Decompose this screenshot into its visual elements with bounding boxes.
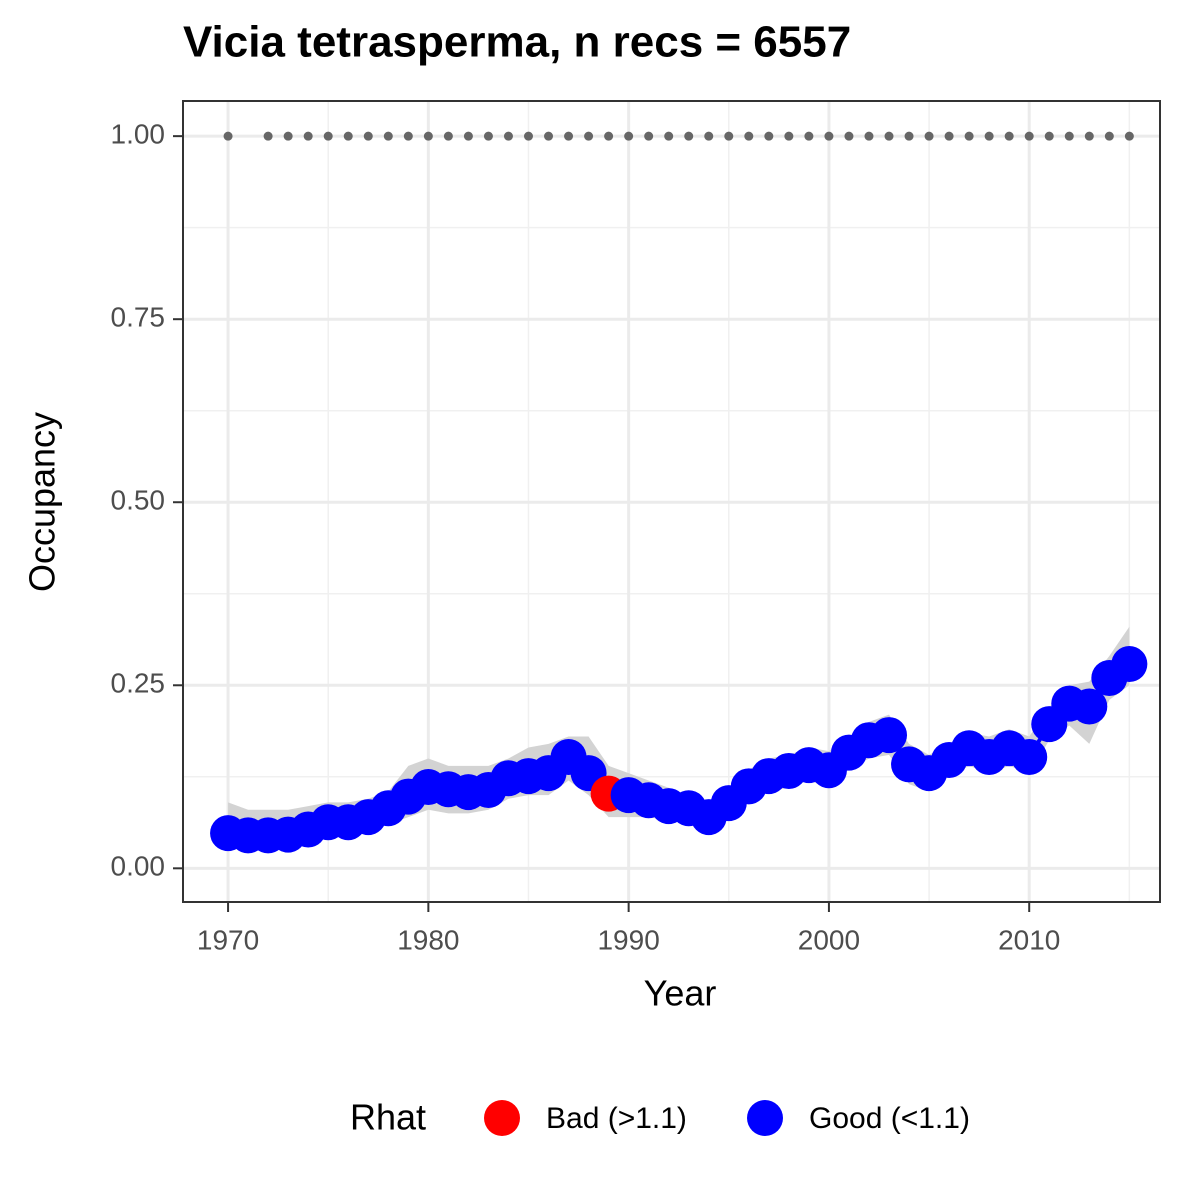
y-tick-label: 0.25 — [111, 668, 166, 699]
record-dot — [443, 131, 453, 141]
record-dot — [1024, 131, 1034, 141]
record-dot — [383, 131, 393, 141]
record-dot — [744, 131, 754, 141]
record-dot — [724, 131, 734, 141]
record-dot — [644, 131, 654, 141]
record-dot — [764, 131, 774, 141]
record-dot — [1084, 131, 1094, 141]
record-dot — [1044, 131, 1054, 141]
record-dot — [1064, 131, 1074, 141]
record-dot — [263, 131, 273, 141]
record-dot — [804, 131, 814, 141]
record-dot — [423, 131, 433, 141]
record-dot — [844, 131, 854, 141]
legend-swatch — [747, 1100, 783, 1136]
record-dot — [704, 131, 714, 141]
record-dot — [503, 131, 513, 141]
record-dot — [584, 131, 594, 141]
record-dot — [463, 131, 473, 141]
record-dot — [223, 131, 233, 141]
point — [1111, 646, 1148, 683]
point — [871, 717, 908, 754]
record-dot — [303, 131, 313, 141]
y-axis-label: Occupancy — [22, 412, 63, 592]
record-dot — [1104, 131, 1114, 141]
record-dot — [924, 131, 934, 141]
record-dot — [564, 131, 574, 141]
record-dot — [664, 131, 674, 141]
x-tick-label: 2000 — [798, 924, 860, 955]
chart-title: Vicia tetrasperma, n recs = 6557 — [183, 18, 851, 67]
record-dot — [904, 131, 914, 141]
record-dot — [523, 131, 533, 141]
record-dot — [323, 131, 333, 141]
record-dot — [363, 131, 373, 141]
record-dot — [884, 131, 894, 141]
record-dot — [343, 131, 353, 141]
x-tick-label: 1970 — [197, 924, 259, 955]
legend-title: Rhat — [350, 1097, 426, 1138]
x-tick-label: 1980 — [397, 924, 459, 955]
point — [1011, 739, 1048, 776]
record-dot — [984, 131, 994, 141]
record-dot — [824, 131, 834, 141]
x-axis-label: Year — [644, 973, 717, 1014]
plot-border — [182, 100, 1161, 903]
record-dot — [544, 131, 554, 141]
record-dot — [403, 131, 413, 141]
legend-label: Bad (>1.1) — [546, 1102, 687, 1135]
y-tick-label: 0.50 — [111, 485, 166, 516]
y-tick-label: 1.00 — [111, 119, 166, 150]
record-dot — [1124, 131, 1134, 141]
record-dot — [964, 131, 974, 141]
point — [1071, 688, 1108, 725]
record-dot — [624, 131, 634, 141]
record-dot — [684, 131, 694, 141]
record-dot — [604, 131, 614, 141]
y-tick-label: 0.00 — [111, 851, 166, 882]
x-tick-label: 1990 — [597, 924, 659, 955]
legend-label: Good (<1.1) — [809, 1102, 970, 1135]
record-dot — [1004, 131, 1014, 141]
record-dot — [864, 131, 874, 141]
y-tick-label: 0.75 — [111, 302, 166, 333]
record-dot — [944, 131, 954, 141]
record-dot — [483, 131, 493, 141]
record-dot — [784, 131, 794, 141]
record-dot — [283, 131, 293, 141]
x-tick-label: 2010 — [998, 924, 1060, 955]
legend-swatch — [484, 1100, 520, 1136]
